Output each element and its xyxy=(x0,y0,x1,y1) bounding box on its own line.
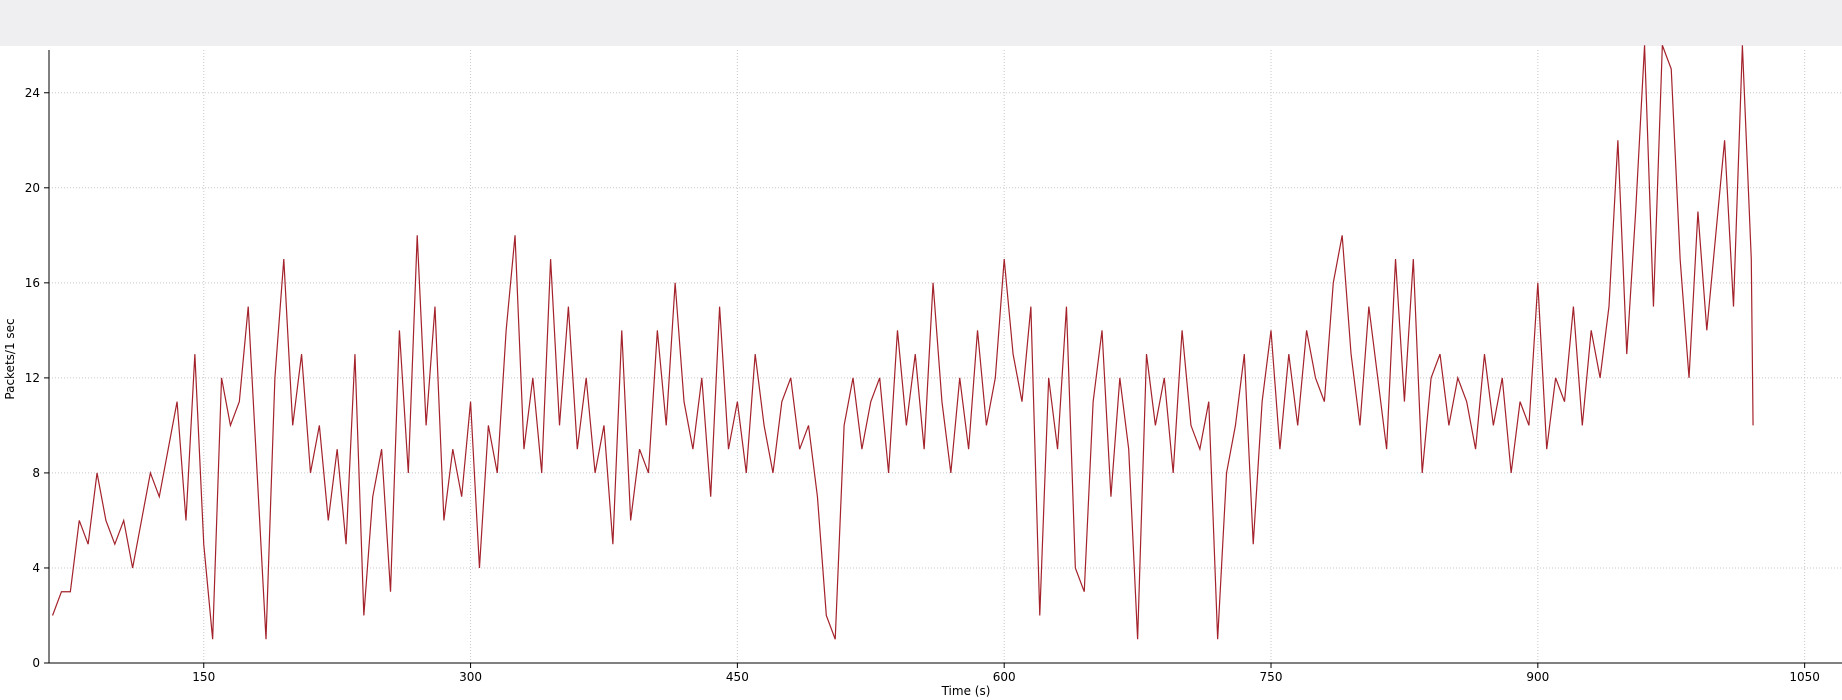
y-axis-label: Packets/1 sec xyxy=(3,318,17,399)
x-tick-label: 300 xyxy=(459,670,482,684)
y-tick-label: 16 xyxy=(25,276,40,290)
y-tick-label: 0 xyxy=(32,656,40,670)
y-tick-label: 8 xyxy=(32,466,40,480)
x-axis-label: Time (s) xyxy=(941,684,991,698)
y-tick-label: 20 xyxy=(25,181,40,195)
x-tick-label: 450 xyxy=(726,670,749,684)
x-tick-label: 900 xyxy=(1526,670,1549,684)
data-line xyxy=(51,45,1754,640)
y-tick-label: 24 xyxy=(25,86,40,100)
x-tick-label: 150 xyxy=(192,670,215,684)
toolbar xyxy=(0,0,1842,46)
y-tick-label: 4 xyxy=(32,561,40,575)
x-tick-label: 750 xyxy=(1260,670,1283,684)
x-tick-label: 600 xyxy=(993,670,1016,684)
y-tick-label: 12 xyxy=(25,371,40,385)
x-tick-label: 1050 xyxy=(1789,670,1820,684)
